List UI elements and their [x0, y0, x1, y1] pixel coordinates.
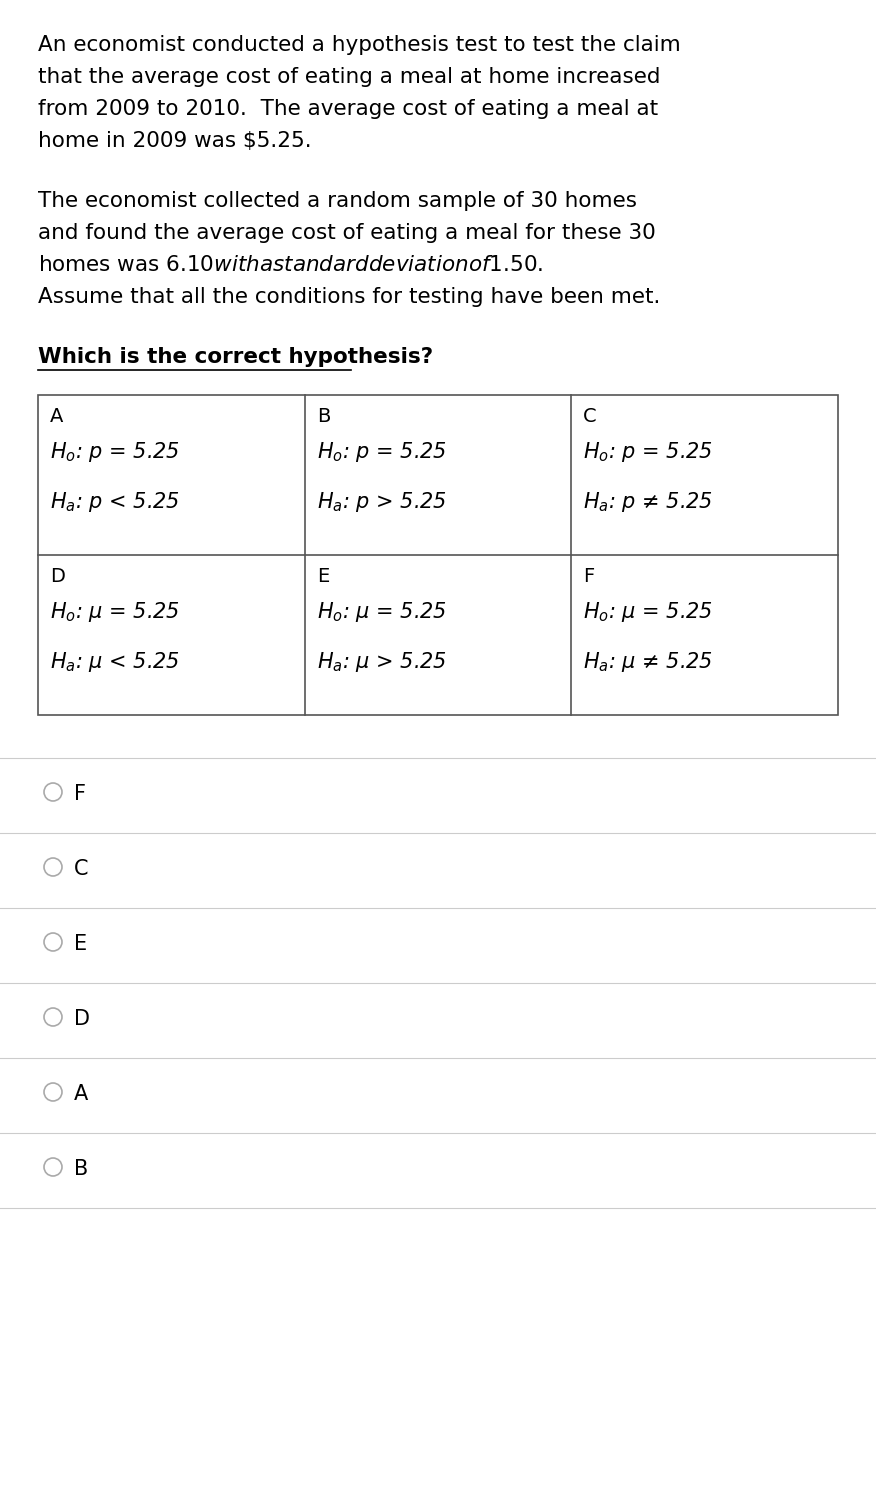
Text: $H_a$: p ≠ 5.25: $H_a$: p ≠ 5.25 — [583, 490, 713, 514]
Text: The economist collected a random sample of 30 homes: The economist collected a random sample … — [38, 191, 637, 212]
Text: F: F — [583, 567, 595, 587]
Text: D: D — [74, 1009, 90, 1030]
Text: $H_a$: p > 5.25: $H_a$: p > 5.25 — [316, 490, 447, 514]
Text: $H_a$: μ > 5.25: $H_a$: μ > 5.25 — [316, 650, 447, 674]
Text: home in 2009 was $5.25.: home in 2009 was $5.25. — [38, 132, 312, 151]
Text: B: B — [316, 407, 330, 426]
Text: B: B — [74, 1160, 88, 1179]
Text: $H_o$: p = 5.25: $H_o$: p = 5.25 — [583, 440, 713, 464]
Text: A: A — [74, 1084, 88, 1104]
Text: $H_a$: p < 5.25: $H_a$: p < 5.25 — [50, 490, 180, 514]
Text: Assume that all the conditions for testing have been met.: Assume that all the conditions for testi… — [38, 287, 661, 307]
Text: $H_o$: μ = 5.25: $H_o$: μ = 5.25 — [316, 600, 447, 624]
Text: from 2009 to 2010.  The average cost of eating a meal at: from 2009 to 2010. The average cost of e… — [38, 98, 658, 119]
Text: and found the average cost of eating a meal for these 30: and found the average cost of eating a m… — [38, 222, 656, 243]
Text: $H_a$: μ < 5.25: $H_a$: μ < 5.25 — [50, 650, 180, 674]
Text: D: D — [50, 567, 65, 587]
Text: C: C — [583, 407, 597, 426]
Text: $H_a$: μ ≠ 5.25: $H_a$: μ ≠ 5.25 — [583, 650, 713, 674]
Text: $H_o$: μ = 5.25: $H_o$: μ = 5.25 — [50, 600, 180, 624]
Text: A: A — [50, 407, 63, 426]
Text: An economist conducted a hypothesis test to test the claim: An economist conducted a hypothesis test… — [38, 35, 681, 54]
Text: E: E — [74, 934, 87, 954]
Bar — [38, 395, 838, 715]
Text: E: E — [316, 567, 328, 587]
Text: C: C — [74, 859, 88, 878]
Text: F: F — [74, 785, 86, 804]
Text: $H_o$: p = 5.25: $H_o$: p = 5.25 — [50, 440, 180, 464]
Text: that the average cost of eating a meal at home increased: that the average cost of eating a meal a… — [38, 67, 661, 88]
Text: $H_o$: μ = 5.25: $H_o$: μ = 5.25 — [583, 600, 713, 624]
Text: homes was $6.10 with a standard deviation of $1.50.: homes was $6.10 with a standard deviatio… — [38, 256, 543, 275]
Text: Which is the correct hypothesis?: Which is the correct hypothesis? — [38, 346, 433, 367]
Text: $H_o$: p = 5.25: $H_o$: p = 5.25 — [316, 440, 447, 464]
